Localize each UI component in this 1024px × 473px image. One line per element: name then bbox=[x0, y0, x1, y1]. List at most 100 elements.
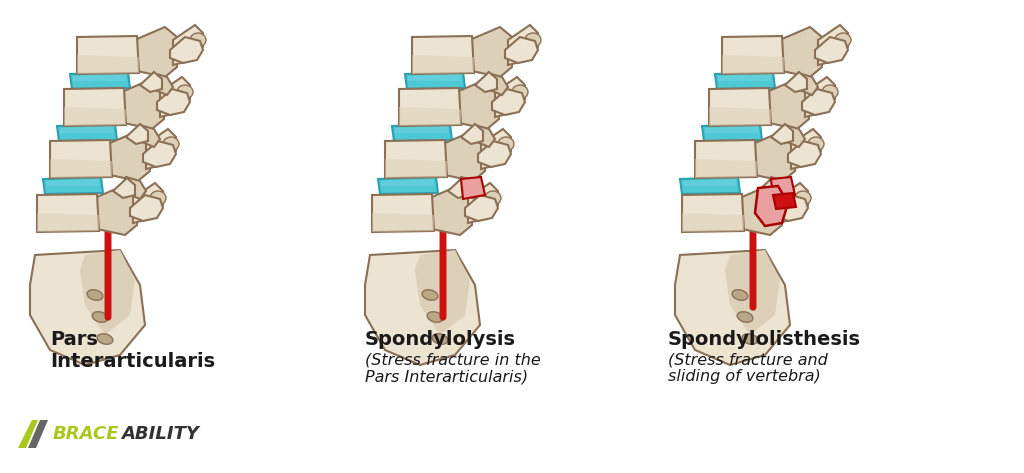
Polygon shape bbox=[785, 72, 807, 92]
Polygon shape bbox=[137, 27, 177, 77]
Polygon shape bbox=[73, 74, 126, 81]
Polygon shape bbox=[742, 185, 782, 235]
Polygon shape bbox=[97, 185, 137, 235]
Polygon shape bbox=[412, 55, 474, 74]
Polygon shape bbox=[408, 74, 461, 81]
Polygon shape bbox=[77, 55, 139, 74]
Polygon shape bbox=[818, 25, 848, 65]
Polygon shape bbox=[126, 124, 148, 144]
Polygon shape bbox=[795, 73, 818, 95]
Ellipse shape bbox=[97, 334, 113, 344]
Ellipse shape bbox=[422, 290, 438, 300]
Polygon shape bbox=[365, 250, 480, 365]
Polygon shape bbox=[123, 177, 146, 199]
Text: Spondylolisthesis: Spondylolisthesis bbox=[668, 330, 861, 349]
Polygon shape bbox=[465, 195, 498, 221]
Polygon shape bbox=[415, 250, 470, 335]
Ellipse shape bbox=[742, 334, 758, 344]
Polygon shape bbox=[771, 177, 795, 199]
Ellipse shape bbox=[150, 191, 166, 205]
Polygon shape bbox=[449, 178, 470, 198]
Polygon shape bbox=[43, 177, 103, 194]
Polygon shape bbox=[395, 126, 449, 133]
Polygon shape bbox=[50, 159, 112, 178]
Polygon shape bbox=[399, 107, 461, 126]
Ellipse shape bbox=[808, 137, 824, 151]
Polygon shape bbox=[37, 213, 99, 232]
Polygon shape bbox=[461, 124, 483, 144]
Ellipse shape bbox=[835, 33, 851, 47]
Polygon shape bbox=[481, 129, 511, 169]
Polygon shape bbox=[130, 195, 163, 221]
Polygon shape bbox=[399, 88, 461, 126]
Polygon shape bbox=[385, 159, 447, 178]
Polygon shape bbox=[432, 185, 472, 235]
Polygon shape bbox=[381, 179, 434, 186]
Polygon shape bbox=[28, 420, 48, 448]
Polygon shape bbox=[680, 177, 740, 194]
Polygon shape bbox=[18, 420, 38, 448]
Polygon shape bbox=[755, 186, 788, 226]
Polygon shape bbox=[508, 25, 538, 65]
Polygon shape bbox=[709, 88, 771, 126]
Polygon shape bbox=[705, 126, 758, 133]
Ellipse shape bbox=[177, 85, 193, 99]
Polygon shape bbox=[495, 77, 525, 117]
Polygon shape bbox=[50, 140, 112, 178]
Polygon shape bbox=[46, 179, 99, 186]
Polygon shape bbox=[695, 140, 757, 178]
Polygon shape bbox=[802, 89, 835, 115]
Polygon shape bbox=[63, 107, 126, 126]
Polygon shape bbox=[146, 129, 176, 169]
Ellipse shape bbox=[795, 191, 811, 205]
Polygon shape bbox=[715, 72, 775, 89]
Polygon shape bbox=[722, 55, 784, 74]
Ellipse shape bbox=[427, 312, 442, 322]
Polygon shape bbox=[30, 250, 145, 365]
Polygon shape bbox=[392, 124, 452, 141]
Polygon shape bbox=[725, 250, 780, 335]
Polygon shape bbox=[475, 72, 497, 92]
Polygon shape bbox=[782, 125, 805, 147]
Polygon shape bbox=[468, 183, 498, 223]
Polygon shape bbox=[57, 124, 117, 141]
Polygon shape bbox=[709, 107, 771, 126]
Polygon shape bbox=[385, 140, 447, 178]
Polygon shape bbox=[140, 72, 162, 92]
Polygon shape bbox=[150, 73, 173, 95]
Polygon shape bbox=[805, 77, 835, 117]
Text: (Stress fracture and
sliding of vertebra): (Stress fracture and sliding of vertebra… bbox=[668, 352, 827, 385]
Polygon shape bbox=[485, 73, 508, 95]
Polygon shape bbox=[372, 213, 434, 232]
Polygon shape bbox=[173, 25, 203, 65]
Ellipse shape bbox=[498, 137, 514, 151]
Polygon shape bbox=[722, 36, 784, 74]
Polygon shape bbox=[788, 141, 821, 167]
Ellipse shape bbox=[732, 290, 748, 300]
Polygon shape bbox=[157, 89, 190, 115]
Polygon shape bbox=[505, 37, 538, 63]
Polygon shape bbox=[758, 178, 780, 198]
Text: BRACE: BRACE bbox=[53, 425, 120, 443]
Polygon shape bbox=[406, 72, 465, 89]
Polygon shape bbox=[702, 124, 762, 141]
Polygon shape bbox=[769, 79, 809, 129]
Polygon shape bbox=[472, 125, 495, 147]
Polygon shape bbox=[160, 77, 190, 117]
Text: Spondylolysis: Spondylolysis bbox=[365, 330, 516, 349]
Polygon shape bbox=[695, 159, 757, 178]
Ellipse shape bbox=[87, 290, 102, 300]
Polygon shape bbox=[782, 27, 822, 77]
Polygon shape bbox=[412, 36, 474, 74]
Polygon shape bbox=[60, 126, 113, 133]
Polygon shape bbox=[372, 194, 434, 232]
Polygon shape bbox=[110, 131, 150, 181]
Polygon shape bbox=[755, 131, 795, 181]
Polygon shape bbox=[63, 88, 126, 126]
Polygon shape bbox=[472, 27, 512, 77]
Polygon shape bbox=[459, 79, 499, 129]
Polygon shape bbox=[133, 183, 163, 223]
Polygon shape bbox=[682, 213, 744, 232]
Polygon shape bbox=[492, 89, 525, 115]
Ellipse shape bbox=[512, 85, 528, 99]
